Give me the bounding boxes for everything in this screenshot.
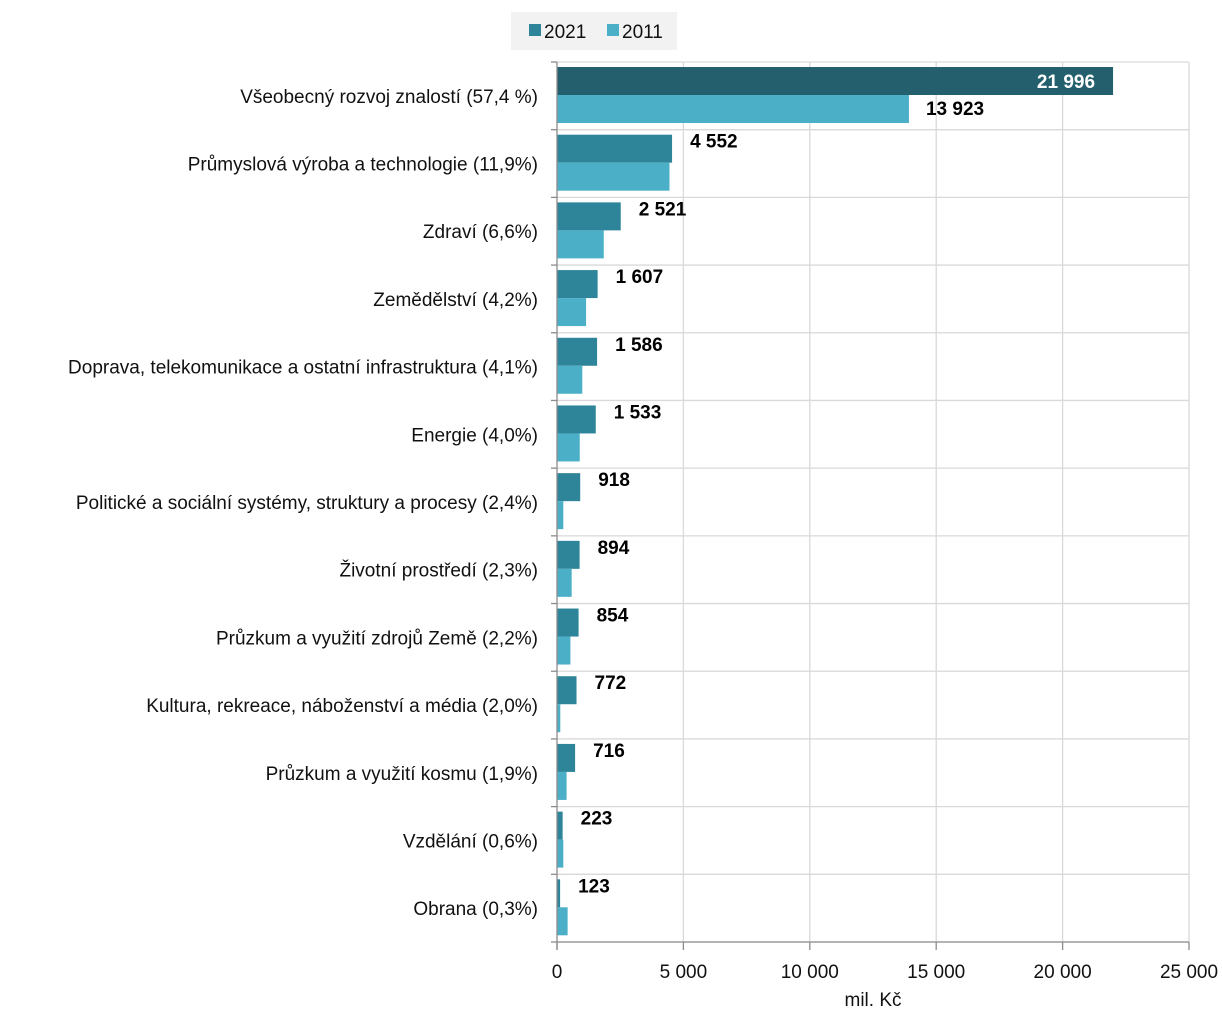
bar-2011 bbox=[557, 433, 580, 462]
bars bbox=[557, 67, 1114, 936]
value-label-2021: 854 bbox=[597, 606, 629, 627]
category-labels: Všeobecný rozvoj znalostí (57,4 %) Průmys… bbox=[68, 87, 538, 920]
bar-2011 bbox=[557, 298, 587, 327]
value-label-2021: 894 bbox=[598, 538, 630, 559]
x-axis-title: mil. Kč bbox=[845, 990, 902, 1010]
x-tick-label: 20 000 bbox=[1034, 962, 1092, 983]
x-ticks: 0 5 000 10 000 15 000 20 000 25 000 bbox=[552, 942, 1218, 983]
category-label: Politické a sociální systémy, struktury … bbox=[76, 493, 538, 514]
x-tick-label: 0 bbox=[552, 962, 563, 983]
legend-label-2021: 2021 bbox=[544, 22, 586, 43]
legend-swatch-2021 bbox=[529, 24, 541, 36]
legend-label-2011: 2011 bbox=[622, 22, 663, 43]
x-tick-label: 25 000 bbox=[1160, 962, 1218, 983]
x-tick-label: 10 000 bbox=[781, 962, 839, 983]
bar-2021 bbox=[557, 337, 598, 366]
plot-area bbox=[557, 62, 1189, 942]
bar-2021 bbox=[557, 811, 563, 840]
gridlines bbox=[557, 61, 1190, 943]
legend: 2021 2011 bbox=[511, 12, 677, 50]
bar-2011 bbox=[557, 501, 564, 530]
bar-2021 bbox=[557, 67, 1114, 95]
value-label-2021: 123 bbox=[578, 876, 610, 897]
bar-2011 bbox=[557, 230, 604, 259]
value-label-2021: 2 521 bbox=[639, 199, 687, 220]
x-tick-label: 15 000 bbox=[907, 962, 965, 983]
value-label-2021: 223 bbox=[581, 809, 613, 830]
bar-2011 bbox=[557, 839, 564, 868]
bar-2011 bbox=[557, 771, 567, 800]
bar-2021 bbox=[557, 405, 596, 434]
category-label: Zemědělství (4,2%) bbox=[373, 290, 538, 311]
bar-2021 bbox=[557, 540, 580, 569]
category-label: Doprava, telekomunikace a ostatní infras… bbox=[68, 358, 538, 379]
bar-2011 bbox=[557, 162, 670, 191]
value-label-2021: 918 bbox=[598, 470, 630, 491]
bar-2011 bbox=[557, 568, 572, 597]
value-label-2021: 1 533 bbox=[614, 402, 662, 423]
bar-2011 bbox=[557, 95, 909, 123]
bar-2021 bbox=[557, 134, 673, 163]
value-label-2011: 13 923 bbox=[926, 99, 984, 120]
bar-2021 bbox=[557, 879, 561, 908]
category-label: Všeobecný rozvoj znalostí (57,4 %) bbox=[240, 87, 538, 108]
bar-2021 bbox=[557, 202, 621, 231]
x-tick-label: 5 000 bbox=[660, 962, 708, 983]
bar-2021 bbox=[557, 608, 579, 637]
category-label: Průmyslová výroba a technologie (11,9%) bbox=[188, 155, 538, 176]
category-label: Energie (4,0%) bbox=[411, 425, 538, 446]
category-label: Zdraví (6,6%) bbox=[423, 222, 538, 243]
bar-2021 bbox=[557, 473, 581, 502]
value-label-2021: 716 bbox=[593, 741, 625, 762]
value-label-2021: 4 552 bbox=[690, 132, 738, 153]
legend-swatch-2011 bbox=[607, 24, 619, 36]
category-label: Průzkum a využití zdrojů Země (2,2%) bbox=[216, 628, 538, 649]
bar-2021 bbox=[557, 270, 598, 299]
category-label: Obrana (0,3%) bbox=[413, 899, 538, 920]
category-label: Kultura, rekreace, náboženství a média (… bbox=[146, 696, 538, 717]
value-labels: 21 996 13 923 4 552 2 521 1 607 1 586 1 533 918… bbox=[578, 72, 1095, 897]
value-label-2021: 21 996 bbox=[1037, 72, 1095, 93]
category-label: Průzkum a využití kosmu (1,9%) bbox=[266, 764, 538, 785]
category-label: Vzdělání (0,6%) bbox=[403, 831, 538, 852]
value-label-2021: 772 bbox=[595, 673, 627, 694]
bar-2011 bbox=[557, 907, 568, 936]
bar-2021 bbox=[557, 676, 577, 705]
bar-2011 bbox=[557, 365, 583, 394]
bar-2011 bbox=[557, 636, 571, 665]
bar-2011 bbox=[557, 704, 561, 733]
category-label: Životní prostředí (2,3%) bbox=[339, 560, 538, 582]
bar-2021 bbox=[557, 743, 576, 772]
value-label-2021: 1 607 bbox=[616, 267, 664, 288]
value-label-2021: 1 586 bbox=[615, 335, 663, 356]
